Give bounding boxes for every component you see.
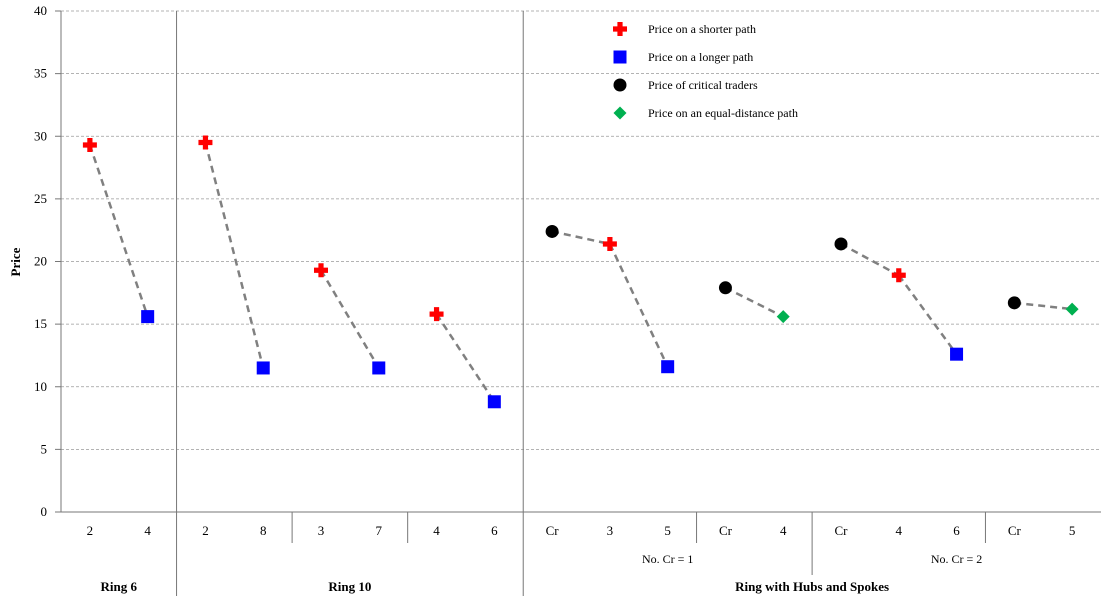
x-tick-label-layer: 2 4 2 8 3 7 4 6 Cr 3 5 Cr 4 Cr 4 6 Cr 5 xyxy=(87,523,1076,538)
legend-item: Price on an equal-distance path xyxy=(613,106,798,120)
y-tick-label: 25 xyxy=(34,191,47,206)
connector-line xyxy=(724,286,784,318)
y-tick-label: 35 xyxy=(34,66,47,81)
x-tick-label: 4 xyxy=(896,523,903,538)
legend-label: Price on a shorter path xyxy=(648,22,756,36)
y-tick-label: 0 xyxy=(41,504,48,519)
data-point xyxy=(950,347,964,361)
x-tick-label: 4 xyxy=(144,523,151,538)
x-tick-label: Cr xyxy=(546,523,560,538)
y-tick-label: 15 xyxy=(34,316,47,331)
x-tick-label: 7 xyxy=(376,523,383,538)
y-tick-label: 5 xyxy=(41,441,48,456)
x-tick-label: 4 xyxy=(780,523,787,538)
axis-layer: 0 5 10 15 20 25 30 35 40 xyxy=(34,3,1101,519)
x-tick-label: 4 xyxy=(433,523,440,538)
legend: Price on a shorter path Price on a longer… xyxy=(613,22,798,120)
data-point xyxy=(256,361,270,375)
group-label: Ring with Hubs and Spokes xyxy=(735,579,889,594)
separator-layer xyxy=(176,11,986,596)
y-tick-label: 30 xyxy=(34,128,47,143)
legend-item: Price on a shorter path xyxy=(613,22,756,36)
data-point xyxy=(429,307,444,322)
x-tick-label: 2 xyxy=(202,523,209,538)
data-point xyxy=(545,224,559,238)
x-tick-label: Cr xyxy=(1008,523,1022,538)
connector-line xyxy=(204,142,265,369)
data-point xyxy=(602,236,617,251)
group-label: Ring 6 xyxy=(101,579,138,594)
connector-line xyxy=(1014,301,1073,311)
grid-layer xyxy=(61,10,1101,450)
x-tick-label: 3 xyxy=(607,523,614,538)
connector-line xyxy=(88,144,149,318)
data-point xyxy=(487,395,501,409)
x-tick-label: 5 xyxy=(1069,523,1076,538)
subgroup-label: No. Cr = 1 xyxy=(642,552,693,566)
x-tick-label: 2 xyxy=(87,523,94,538)
x-tick-label: 8 xyxy=(260,523,267,538)
legend-label: Price of critical traders xyxy=(648,78,758,92)
legend-marker xyxy=(613,78,627,92)
legend-marker xyxy=(613,50,627,64)
legend-label: Price on a longer path xyxy=(648,50,753,64)
legend-item: Price on a longer path xyxy=(613,50,753,64)
data-point xyxy=(82,138,97,153)
data-point xyxy=(1065,302,1079,316)
x-tick-label: Cr xyxy=(835,523,849,538)
data-point xyxy=(891,268,906,283)
data-point xyxy=(834,237,848,251)
legend-marker xyxy=(613,106,627,120)
data-point xyxy=(372,361,386,375)
legend-marker xyxy=(613,22,627,36)
data-point xyxy=(718,281,732,295)
x-tick-label: 6 xyxy=(953,523,960,538)
y-axis-title: Price xyxy=(8,247,23,276)
connector-line xyxy=(608,243,669,368)
connector-line xyxy=(840,242,900,277)
x-tick-label: 5 xyxy=(664,523,671,538)
x-tick-label: Cr xyxy=(719,523,733,538)
connector-line xyxy=(897,274,958,355)
data-point xyxy=(661,360,675,374)
legend-label: Price on an equal-distance path xyxy=(648,106,798,120)
group-label: Ring 10 xyxy=(328,579,371,594)
y-tick-label: 20 xyxy=(34,254,47,269)
legend-item: Price of critical traders xyxy=(613,78,758,92)
y-tick-label: 10 xyxy=(34,379,47,394)
connector-line xyxy=(435,313,496,403)
connector-layer xyxy=(88,142,1073,403)
data-point xyxy=(1007,296,1021,310)
group-label-layer: No. Cr = 1 No. Cr = 2 Ring 6 Ring 10 Ring wi… xyxy=(101,552,983,594)
connector-line xyxy=(551,230,611,246)
y-tick-label: 40 xyxy=(34,3,47,18)
x-tick-label: 6 xyxy=(491,523,498,538)
data-point xyxy=(314,263,328,278)
x-tick-label: 3 xyxy=(318,523,325,538)
marker-layer xyxy=(82,135,1079,409)
subgroup-label: No. Cr = 2 xyxy=(931,552,982,566)
data-point xyxy=(776,310,790,324)
data-point xyxy=(141,310,155,324)
data-point xyxy=(198,135,213,150)
connector-line xyxy=(319,269,380,369)
